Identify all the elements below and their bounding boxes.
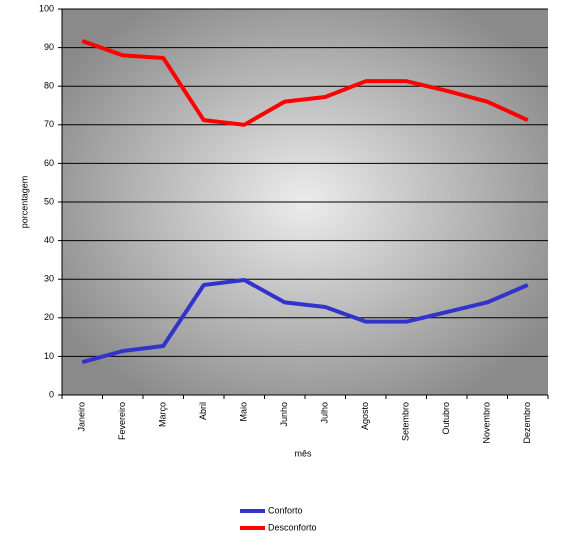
y-tick-label: 90 — [44, 42, 54, 52]
y-tick-label: 80 — [44, 81, 54, 91]
x-tick-label: Agosto — [360, 402, 370, 430]
x-tick-label: Maio — [239, 402, 249, 422]
x-tick-label: Março — [158, 402, 168, 427]
y-tick-label: 40 — [44, 235, 54, 245]
legend-label: Conforto — [268, 505, 303, 515]
x-tick-label: Junho — [279, 402, 289, 427]
y-tick-label: 70 — [44, 119, 54, 129]
x-tick-label: Setembro — [401, 402, 411, 441]
y-axis-label: porcentagem — [19, 176, 29, 229]
y-tick-label: 0 — [49, 389, 54, 399]
x-tick-label: Fevereiro — [117, 402, 127, 440]
legend-label: Desconforto — [268, 522, 317, 532]
x-tick-label: Dezembro — [522, 402, 532, 444]
y-tick-label: 10 — [44, 351, 54, 361]
series-line — [81, 277, 529, 365]
x-axis-label: mês — [294, 448, 312, 458]
x-tick-label: Julho — [320, 402, 330, 424]
y-tick-label: 30 — [44, 274, 54, 284]
y-tick-label: 50 — [44, 196, 54, 206]
x-tick-label: Novembro — [482, 402, 492, 444]
x-tick-label: Janeiro — [77, 402, 87, 432]
y-tick-label: 60 — [44, 158, 54, 168]
y-tick-label: 100 — [39, 3, 54, 13]
series-line — [81, 39, 529, 127]
x-tick-label: Outubro — [441, 402, 451, 435]
x-tick-label: Abril — [198, 402, 208, 420]
y-tick-label: 20 — [44, 312, 54, 322]
